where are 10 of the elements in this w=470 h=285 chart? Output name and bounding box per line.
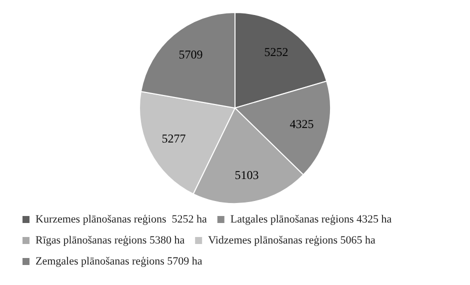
legend-label: Latgales plānošanas reģions 4325 ha [230, 213, 392, 226]
legend-label: Zemgales plānošanas reģions 5709 ha [36, 255, 202, 268]
data-label: 5252 [264, 45, 288, 60]
data-label: 5277 [162, 131, 186, 146]
legend-label: Vidzemes plānošanas reģions 5065 ha [208, 234, 376, 246]
legend-label: Kurzemes plānošanas reģions 5252 ha [36, 213, 207, 226]
legend-label: Rīgas plānošanas reģions 5380 ha [36, 234, 185, 246]
data-label: 5709 [178, 48, 203, 62]
data-label: 4325 [290, 116, 314, 131]
data-label: 5103 [234, 168, 259, 182]
